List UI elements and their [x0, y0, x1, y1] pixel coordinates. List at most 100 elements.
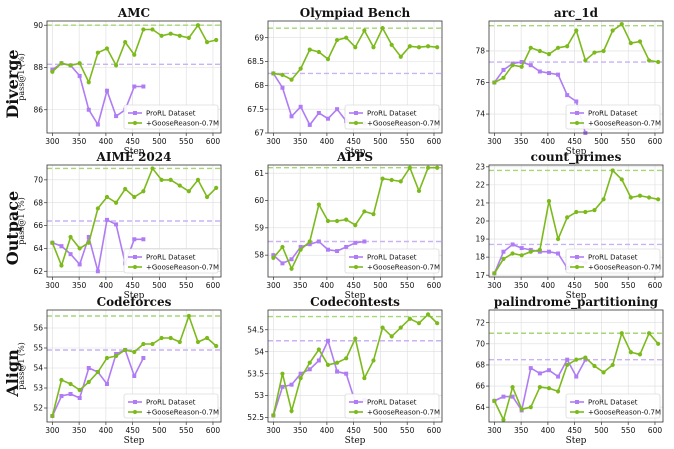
data-point-goosereason	[344, 35, 349, 40]
data-point-goosereason	[150, 341, 155, 347]
data-point-prorl	[510, 394, 515, 399]
y-tick-label: 53	[33, 384, 43, 393]
data-point-goosereason	[214, 185, 219, 190]
data-point-goosereason	[68, 381, 73, 387]
legend-label: ProRL Dataset	[146, 254, 196, 262]
data-point-goosereason	[528, 45, 533, 50]
data-point-prorl	[565, 357, 570, 362]
x-tick-label: 350	[514, 137, 529, 146]
legend: ProRL Dataset +GooseReason-0.7M	[344, 104, 440, 130]
data-point-goosereason	[280, 72, 285, 77]
x-tick-label: 300	[45, 281, 60, 290]
data-point-prorl	[325, 116, 330, 121]
data-point-goosereason	[168, 177, 173, 182]
data-point-goosereason	[316, 347, 321, 352]
data-point-prorl	[519, 246, 524, 251]
legend-label: ProRL Dataset	[367, 110, 417, 118]
data-point-goosereason	[398, 54, 403, 59]
data-point-goosereason	[68, 63, 73, 68]
data-point-goosereason	[565, 362, 570, 368]
y-axis-label: pass@1 (%)	[17, 342, 26, 390]
data-point-goosereason	[565, 44, 570, 49]
x-tick-label: 450	[346, 426, 361, 435]
data-point-prorl	[546, 71, 551, 76]
legend: ProRL Dataset +GooseReason-0.7M	[344, 393, 440, 419]
x-tick-label: 300	[45, 426, 60, 435]
data-point-goosereason	[289, 266, 294, 271]
legend-box	[565, 104, 661, 130]
data-point-goosereason	[501, 256, 506, 262]
data-point-prorl	[114, 114, 119, 119]
x-tick-label: 450	[567, 137, 582, 146]
data-point-prorl	[362, 239, 367, 244]
x-tick-label: 550	[400, 137, 415, 146]
y-tick-label: 54.5	[247, 325, 264, 334]
x-tick-label: 350	[72, 281, 87, 290]
legend-label: ProRL Dataset	[367, 254, 417, 262]
legend-box	[565, 248, 661, 274]
data-point-goosereason	[637, 39, 643, 44]
y-tick-label: 86	[33, 105, 43, 114]
data-point-goosereason	[637, 352, 643, 357]
data-point-prorl	[141, 84, 146, 89]
data-point-prorl	[298, 244, 303, 249]
data-point-goosereason	[610, 168, 615, 173]
data-point-goosereason	[501, 75, 506, 80]
data-point-goosereason	[407, 44, 412, 49]
data-point-goosereason	[214, 343, 219, 349]
x-tick-label: 500	[152, 281, 167, 290]
data-point-goosereason	[555, 45, 561, 50]
data-point-goosereason	[601, 48, 606, 54]
legend: ProRL Dataset +GooseReason-0.7M	[123, 248, 219, 274]
x-tick-label: 350	[514, 281, 529, 290]
y-tick-label: 64	[33, 244, 43, 253]
data-point-goosereason	[435, 45, 440, 50]
data-point-goosereason	[435, 321, 440, 326]
chart-title: Olympiad Bench	[300, 6, 411, 20]
x-tick-label: 500	[594, 426, 609, 435]
legend-label: ProRL Dataset	[588, 254, 638, 262]
data-point-goosereason	[362, 28, 367, 33]
data-point-goosereason	[425, 44, 431, 49]
data-point-goosereason	[510, 251, 515, 256]
x-tick-label: 500	[373, 426, 388, 435]
y-tick-label: 20	[475, 217, 485, 226]
data-point-goosereason	[344, 356, 349, 361]
data-point-prorl	[289, 257, 294, 262]
data-point-prorl	[271, 253, 276, 258]
data-point-prorl	[335, 107, 340, 112]
data-point-goosereason	[204, 40, 210, 45]
data-point-goosereason	[271, 71, 276, 76]
plot-frame	[46, 164, 222, 278]
data-point-prorl	[353, 240, 358, 245]
data-point-goosereason	[50, 413, 55, 419]
data-point-goosereason	[425, 165, 431, 170]
data-point-goosereason	[104, 46, 110, 51]
data-point-prorl	[510, 242, 515, 247]
legend-marker-goosereason	[354, 121, 358, 125]
data-point-goosereason	[307, 360, 312, 365]
data-point-prorl	[104, 88, 109, 93]
data-point-goosereason	[334, 360, 340, 365]
data-point-goosereason	[619, 22, 624, 27]
data-point-goosereason	[583, 58, 588, 63]
data-point-goosereason	[583, 209, 588, 215]
data-point-goosereason	[546, 199, 552, 204]
chart-title: arc_1d	[554, 6, 599, 21]
x-tick-label: 500	[594, 137, 609, 146]
y-tick-label: 17	[475, 271, 485, 280]
data-point-goosereason	[132, 52, 137, 57]
data-point-goosereason	[574, 28, 579, 33]
data-point-goosereason	[86, 240, 91, 245]
y-tick-label: 52	[33, 404, 43, 413]
data-point-prorl	[77, 73, 82, 78]
data-point-goosereason	[123, 347, 128, 353]
legend-box	[123, 104, 219, 130]
legend-marker-prorl	[575, 255, 579, 259]
data-point-goosereason	[371, 358, 376, 363]
y-tick-label: 70	[33, 175, 43, 184]
data-point-goosereason	[555, 389, 561, 394]
y-tick-label: 66	[33, 221, 43, 230]
x-tick-label: 500	[152, 426, 167, 435]
x-tick-label: 600	[427, 137, 442, 146]
